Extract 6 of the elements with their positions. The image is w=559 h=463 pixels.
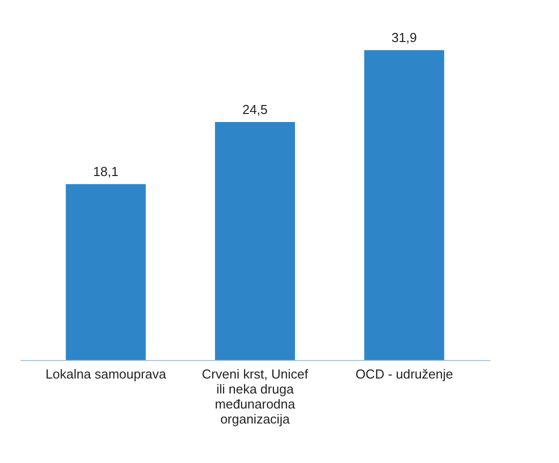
data-label: 18,1 [93,164,118,180]
data-label: 31,9 [392,30,417,46]
x-tick-label: OCD - udruženje [355,366,453,382]
x-tick-label: Lokalna samouprava [45,366,167,382]
data-label: 24,5 [242,102,268,117]
x-tick-label: Crveni krst, Unicef ili neka druga međunarodna organizacija [202,366,308,426]
